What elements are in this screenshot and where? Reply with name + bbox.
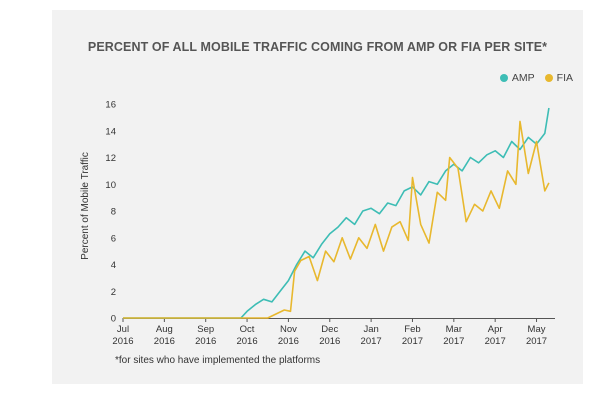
y-tick-label: 4 bbox=[111, 260, 116, 271]
y-tick-label: 6 bbox=[111, 233, 116, 244]
y-tick-label: 14 bbox=[105, 126, 116, 137]
x-tick-month: Apr bbox=[488, 324, 503, 335]
x-tick-year: 2017 bbox=[485, 336, 506, 347]
legend-swatch-fia bbox=[544, 74, 553, 82]
x-tick-month: Oct bbox=[240, 324, 255, 335]
x-tick-month: Nov bbox=[280, 324, 297, 335]
series-line-amp bbox=[123, 107, 550, 319]
x-tick-year: 2017 bbox=[402, 336, 423, 347]
legend-item-fia: FIA bbox=[544, 72, 573, 84]
y-tick-label: 12 bbox=[105, 153, 116, 164]
x-tick-year: 2017 bbox=[443, 336, 464, 347]
x-tick-month: Dec bbox=[321, 324, 338, 335]
y-tick-label: 8 bbox=[111, 207, 116, 218]
x-tick-month: Feb bbox=[404, 324, 420, 335]
chart-title: PERCENT OF ALL MOBILE TRAFFIC COMING FRO… bbox=[87, 40, 548, 54]
legend-item-amp: AMP bbox=[499, 72, 535, 84]
series-line-fia bbox=[123, 120, 550, 319]
y-tick-label: 0 bbox=[111, 314, 116, 325]
x-tick-month: Sep bbox=[197, 324, 214, 335]
x-tick-year: 2016 bbox=[319, 336, 340, 347]
x-tick-year: 2016 bbox=[112, 336, 133, 347]
x-tick-month: Aug bbox=[156, 324, 173, 335]
legend-swatch-amp bbox=[499, 74, 508, 82]
y-tick-label: 10 bbox=[105, 180, 116, 191]
footnote: *for sites who have implemented the plat… bbox=[115, 355, 321, 366]
x-tick-month: Jul bbox=[117, 324, 129, 335]
chart-legend: AMP FIA bbox=[499, 72, 573, 84]
x-tick-month: May bbox=[528, 324, 546, 335]
y-tick-label: 16 bbox=[105, 100, 116, 111]
x-tick-year: 2016 bbox=[154, 336, 175, 347]
legend-label-fia: FIA bbox=[556, 72, 573, 84]
x-tick-year: 2016 bbox=[278, 336, 299, 347]
x-tick-year: 2016 bbox=[195, 336, 216, 347]
x-tick-month: Jan bbox=[363, 324, 378, 335]
y-axis-label: Percent of Mobile Traffic bbox=[80, 152, 91, 260]
x-tick-year: 2016 bbox=[236, 336, 257, 347]
x-tick-year: 2017 bbox=[361, 336, 382, 347]
y-tick-label: 2 bbox=[111, 287, 116, 298]
legend-label-amp: AMP bbox=[511, 72, 535, 84]
x-tick-month: Mar bbox=[446, 324, 462, 335]
x-tick-year: 2017 bbox=[526, 336, 547, 347]
